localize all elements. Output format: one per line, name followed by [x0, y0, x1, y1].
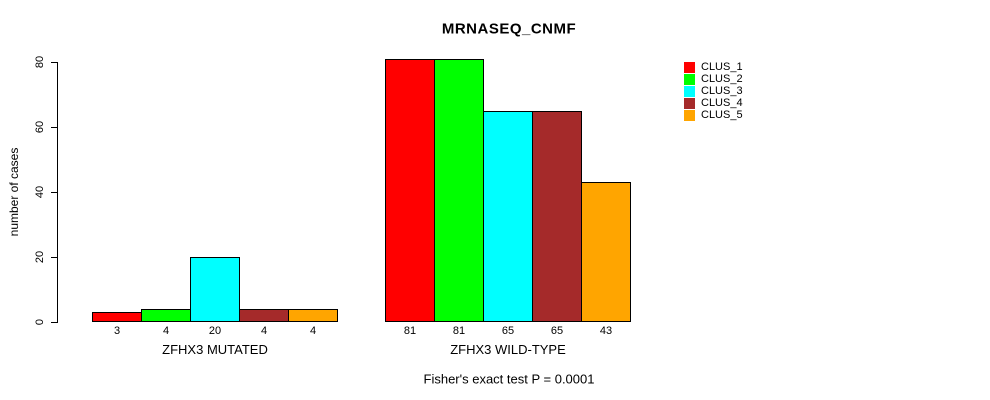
- legend-label: CLUS_2: [701, 73, 743, 85]
- y-axis-tick: [51, 256, 57, 258]
- bar-clus_3-wildtype: [483, 111, 533, 322]
- y-axis-tick: [51, 61, 57, 63]
- bar-clus_5-wildtype: [581, 182, 631, 322]
- legend-item-clus_3: CLUS_3: [684, 85, 743, 97]
- legend-item-clus_1: CLUS_1: [684, 61, 743, 73]
- bar-value-label: 4: [309, 325, 317, 337]
- legend-item-clus_5: CLUS_5: [684, 109, 743, 121]
- legend-swatch: [684, 97, 695, 109]
- bar-value-label: 81: [403, 325, 417, 337]
- legend-swatch: [684, 61, 695, 73]
- legend-swatch: [684, 73, 695, 85]
- bar-value-label: 3: [113, 325, 121, 337]
- legend-swatch: [684, 109, 695, 121]
- legend-item-clus_4: CLUS_4: [684, 97, 743, 109]
- bar-clus_2-mutated: [141, 309, 191, 322]
- bar-value-label: 65: [550, 325, 564, 337]
- legend-label: CLUS_3: [701, 85, 743, 97]
- y-tick-label: 40: [34, 185, 46, 199]
- legend-item-clus_2: CLUS_2: [684, 73, 743, 85]
- group-label: ZFHX3 MUTATED: [162, 342, 268, 357]
- y-tick-label: 20: [34, 250, 46, 264]
- legend-swatch: [684, 85, 695, 97]
- bar-value-label: 81: [452, 325, 466, 337]
- y-axis-tick: [51, 321, 57, 323]
- footer-annotation: Fisher's exact test P = 0.0001: [423, 371, 595, 387]
- y-tick-label: 80: [34, 55, 46, 69]
- chart-title: MRNASEQ_CNMF: [441, 20, 577, 38]
- bar-value-label: 65: [501, 325, 515, 337]
- bar-clus_1-wildtype: [385, 59, 435, 322]
- bar-clus_2-wildtype: [434, 59, 484, 322]
- y-tick-label: 0: [34, 318, 46, 326]
- bar-value-label: 43: [599, 325, 613, 337]
- bar-clus_3-mutated: [190, 257, 240, 322]
- bar-clus_4-wildtype: [532, 111, 582, 322]
- bar-value-label: 4: [260, 325, 268, 337]
- bar-value-label: 20: [208, 325, 222, 337]
- legend-label: CLUS_5: [701, 109, 743, 121]
- legend: CLUS_1 CLUS_2 CLUS_3 CLUS_4 CLUS_5: [684, 61, 743, 121]
- y-tick-label: 60: [34, 120, 46, 134]
- legend-label: CLUS_1: [701, 61, 743, 73]
- y-axis-tick: [51, 191, 57, 193]
- y-axis-label: number of cases: [7, 147, 21, 237]
- bar-clus_5-mutated: [288, 309, 338, 322]
- bar-value-label: 4: [162, 325, 170, 337]
- bar-clus_4-mutated: [239, 309, 289, 322]
- bar-clus_1-mutated: [92, 312, 142, 322]
- y-axis-tick: [51, 126, 57, 128]
- y-axis-line: [57, 62, 58, 323]
- legend-label: CLUS_4: [701, 97, 743, 109]
- group-label: ZFHX3 WILD-TYPE: [450, 342, 566, 357]
